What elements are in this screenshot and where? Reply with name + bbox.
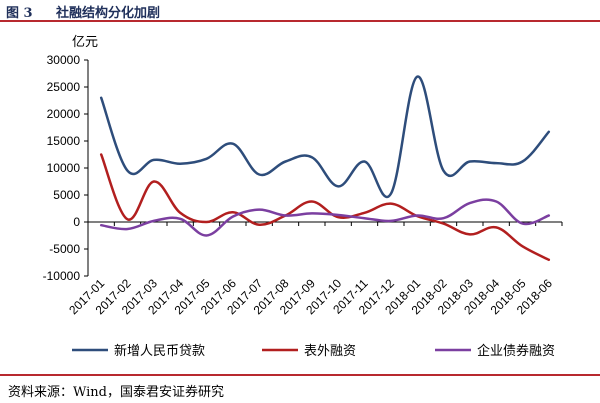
figure-label: 图 3 [6, 6, 33, 21]
figure-header: 图 3 社融结构分化加剧 [0, 0, 600, 22]
legend-label-2: 表外融资 [304, 344, 356, 359]
y-tick-label: 20000 [47, 107, 81, 121]
y-axis-unit-label: 亿元 [72, 35, 98, 50]
source-footer: 资料来源：Wind，国泰君安证券研究 [0, 374, 600, 403]
y-tick-label: -5000 [49, 242, 80, 256]
y-tick-label: 15000 [47, 134, 81, 148]
figure-title: 社融结构分化加剧 [56, 6, 161, 21]
y-tick-label: -10000 [43, 269, 81, 283]
legend-label-1: 新增人民币贷款 [114, 343, 205, 359]
line-chart: 亿元 -10000 -5000 0 5000 10000 15000 20000 25000 30… [43, 35, 563, 359]
y-tick-label: 10000 [47, 161, 81, 175]
series-line-1 [99, 75, 551, 199]
y-tick-label: 25000 [47, 80, 81, 94]
source-text: 资料来源：Wind，国泰君安证券研究 [8, 385, 224, 400]
y-tick-label: 30000 [47, 53, 81, 67]
series-line-2 [99, 153, 551, 262]
series-line-3 [99, 198, 551, 237]
y-tick-label: 0 [73, 215, 80, 229]
chart-area: 亿元 -10000 -5000 0 5000 10000 15000 20000 25000 30… [0, 22, 600, 372]
y-tick-label: 5000 [53, 188, 80, 202]
legend-label-3: 企业债券融资 [477, 343, 555, 359]
